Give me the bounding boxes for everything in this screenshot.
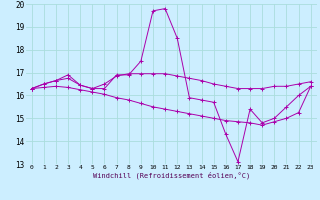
- X-axis label: Windchill (Refroidissement éolien,°C): Windchill (Refroidissement éolien,°C): [92, 172, 250, 179]
